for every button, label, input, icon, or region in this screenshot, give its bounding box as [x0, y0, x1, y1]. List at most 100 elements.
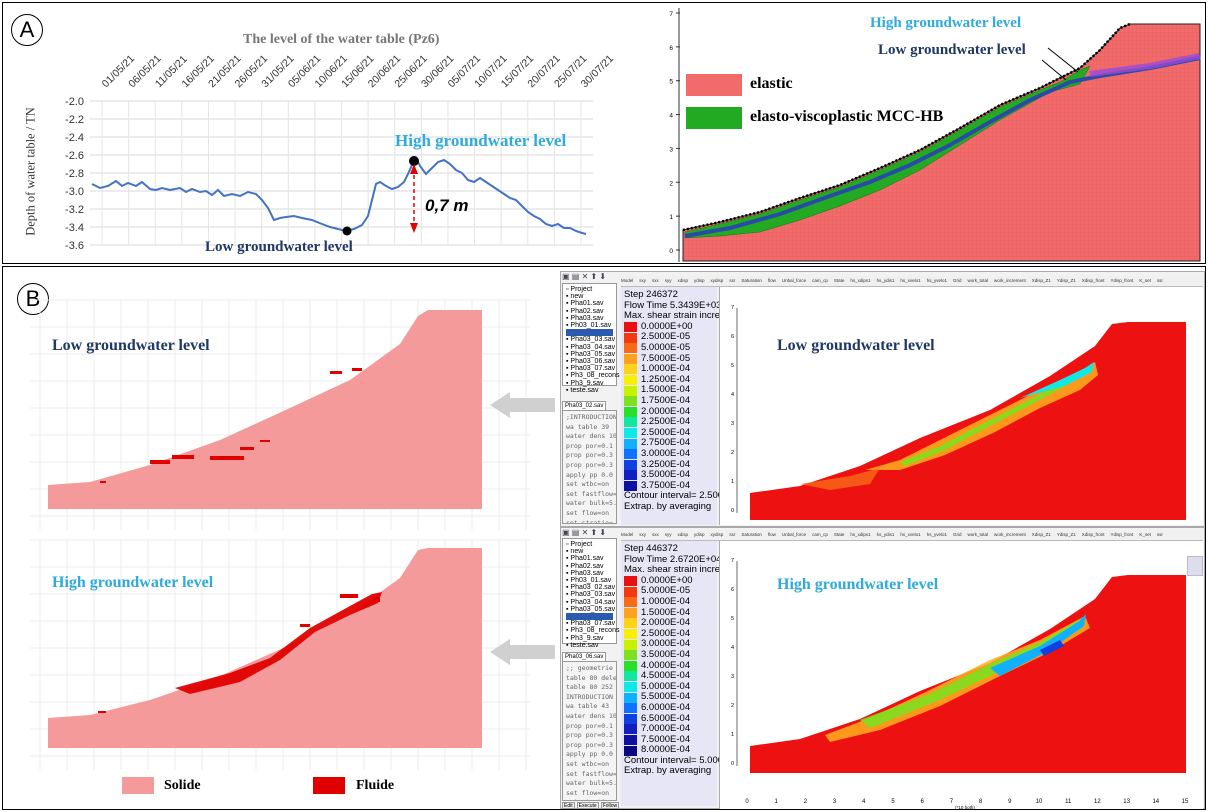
plot-tab[interactable]: hs_yvelo1 [926, 532, 947, 537]
legend-level-row: 7.5000E-04 [624, 734, 714, 746]
plot-tab[interactable]: ssr [1156, 278, 1163, 283]
legend-level-row: 1.5000E-04 [624, 607, 714, 619]
file-tree-item[interactable]: ▪ Pha01.sav [566, 555, 604, 563]
flac-bottom-console[interactable]: ;; geometrie inittable 80 deletetable 80… [562, 661, 617, 801]
plot-tab[interactable]: ssr [729, 278, 736, 283]
flac-top-plot-tabs[interactable]: Model sxy sxx syy xdisp ydisp xydisp ssr Saturat… [621, 276, 1203, 287]
file-tree-item[interactable]: ▪ Pha03_03.sav [566, 336, 616, 344]
file-tree-item[interactable]: ▪ Pha03_05.sav [566, 350, 616, 358]
flac-bottom-scroll-thumb[interactable] [1187, 556, 1203, 576]
plot-tab[interactable]: Ydisp_Z1 [1056, 532, 1076, 537]
plot-tab[interactable]: sxx [652, 278, 659, 283]
plot-tab[interactable]: State [833, 278, 845, 283]
edit-button[interactable]: Edit [562, 802, 575, 809]
plot-tab[interactable]: Xdisp_front [1081, 532, 1105, 537]
plot-tab[interactable]: xdisp [677, 278, 689, 283]
flac-bottom-file-tree[interactable]: ▫ Project ▪ new ▪ Pha01.sav ▪ Pha02.sav … [562, 538, 620, 649]
plot-tab[interactable]: State [833, 532, 845, 537]
plot-tab[interactable]: Grid [952, 532, 962, 537]
file-tree-item[interactable]: ▪ Pha03_04.sav [566, 598, 616, 606]
plot-tab[interactable]: syy [664, 532, 672, 537]
file-tree-item[interactable]: ▪ Pha01.sav [566, 300, 604, 308]
legend-swatch [624, 438, 637, 449]
plot-tab[interactable]: Unbal_force [781, 532, 807, 537]
file-tree-item[interactable]: ▪ Ph3_9.sav [566, 379, 604, 387]
plot-tab[interactable]: hs_ydis1 [876, 532, 895, 537]
plot-tab[interactable]: cam_cp [812, 278, 828, 283]
plot-tab[interactable]: Saturation [741, 532, 762, 537]
flac-bottom-toolbar-icons[interactable]: ▣ ▤ ✕ ⬆ ⬇ [562, 528, 607, 537]
plot-tab[interactable]: flow [767, 278, 776, 283]
plot-tab[interactable]: ydisp [694, 532, 705, 537]
legend-level-row: 1.0000E-04 [624, 364, 714, 375]
plot-tab[interactable]: K_set [1139, 278, 1151, 283]
file-tree-item[interactable]: ▪ Pha03_05.sav [566, 605, 616, 613]
file-tree-item[interactable]: ▫ Project [566, 286, 593, 293]
file-tree-item[interactable]: ▪ Ph03_01.sav [566, 577, 612, 585]
file-tree-item[interactable]: ▪ Pha02.sav [566, 562, 604, 570]
file-tree-item[interactable]: ▪ teste.sav [566, 641, 599, 649]
file-tree-item[interactable]: ▪ Pha03_06.sav [566, 358, 616, 366]
legend-swatch [624, 343, 637, 354]
plot-tab[interactable]: Grid [952, 278, 962, 283]
plot-tab[interactable]: hs_xdips1 [850, 532, 871, 537]
plot-tab[interactable]: work_total [967, 278, 988, 283]
file-tree-item[interactable]: ▪ teste.sav [566, 386, 599, 394]
file-tree-item[interactable]: ▫ Project [566, 541, 593, 548]
plot-tab[interactable]: cam_cp [812, 532, 828, 537]
plot-tab[interactable]: hs_yvelo1 [926, 278, 947, 283]
plot-tab[interactable]: ydisp [694, 278, 705, 283]
plot-tab[interactable]: Xdisp_front [1081, 278, 1105, 283]
flac-top-toolbar-icons[interactable]: ▣ ▤ ✕ ⬆ ⬇ [562, 272, 607, 281]
file-tree-item[interactable] [566, 329, 613, 337]
file-tree-item[interactable]: ▪ Pha03_02.sav [566, 584, 616, 592]
file-tree-item[interactable]: ▪ Ph3_08_recons [566, 627, 620, 635]
plot-tab[interactable]: Ydisp_front [1110, 532, 1134, 537]
file-tree-item[interactable]: ▪ Pha03.sav [566, 314, 604, 322]
plot-tab[interactable]: Saturation [741, 278, 762, 283]
file-tree-item[interactable]: ▪ Pha03_03.sav [566, 591, 616, 599]
plot-tab[interactable]: work_total [967, 532, 988, 537]
plot-tab[interactable]: work_increment [993, 278, 1026, 283]
plot-tab[interactable]: sxx [652, 532, 659, 537]
plot-tab[interactable]: hs_xvelo1 [900, 532, 921, 537]
file-tree-item[interactable]: ▪ Pha03_04.sav [566, 343, 616, 351]
flac-top-file-tree[interactable]: ▫ Project ▪ new ▪ Pha01.sav ▪ Pha02.sav … [562, 283, 620, 394]
plot-tab[interactable]: hs_ydis1 [876, 278, 895, 283]
plot-tab[interactable]: xydisp [710, 278, 724, 283]
plot-tab[interactable]: work_increment [993, 532, 1026, 537]
plot-tab[interactable]: sxy [639, 532, 647, 537]
follow-button[interactable]: Follow [600, 802, 620, 809]
file-tree-item[interactable]: ▪ new [566, 293, 584, 301]
plot-tab[interactable]: hs_xvelo1 [900, 278, 921, 283]
plot-tab[interactable]: syy [664, 278, 672, 283]
plot-tab[interactable]: Xdisp_Z1 [1031, 532, 1051, 537]
plot-tab[interactable]: ssr [729, 532, 736, 537]
water-table-series-line [91, 155, 587, 235]
file-tree-item[interactable]: ▪ new [566, 548, 584, 556]
file-tree-item[interactable]: ▪ Pha02.sav [566, 307, 604, 315]
flac-bottom-plot-tabs[interactable]: Model sxy sxx syy xdisp ydisp xydisp ssr Saturat… [621, 530, 1203, 541]
file-tree-item[interactable]: ▪ Pha03_07.sav [566, 365, 616, 373]
plot-tab[interactable]: xdisp [677, 532, 689, 537]
file-tree-item[interactable]: ▪ Ph3_08_recons [566, 372, 620, 380]
plot-tab[interactable]: Ydisp_front [1110, 278, 1134, 283]
plot-tab[interactable]: ssr [1156, 532, 1163, 537]
file-tree-item[interactable] [566, 613, 613, 621]
plot-tab[interactable]: Unbal_force [781, 278, 807, 283]
file-tree-item[interactable]: ▪ Pha03_07.sav [566, 620, 616, 628]
plot-tab[interactable]: Xdisp_Z1 [1031, 278, 1051, 283]
plot-tab[interactable]: K_set [1139, 532, 1151, 537]
plot-tab[interactable]: sxy [639, 278, 647, 283]
plot-tab[interactable]: Model [621, 278, 634, 283]
plot-tab[interactable]: hs_xdips1 [850, 278, 871, 283]
file-tree-item[interactable]: ▪ Ph03_01.sav [566, 322, 612, 330]
plot-tab[interactable]: Ydisp_Z1 [1056, 278, 1076, 283]
plot-tab[interactable]: flow [767, 532, 776, 537]
file-tree-item[interactable]: ▪ Pha03.sav [566, 569, 604, 577]
execute-button[interactable]: Execute [576, 802, 599, 809]
plot-tab[interactable]: xydisp [710, 532, 724, 537]
file-tree-item[interactable]: ▪ Ph3_9.sav [566, 634, 604, 642]
plot-tab[interactable]: Model [621, 532, 634, 537]
